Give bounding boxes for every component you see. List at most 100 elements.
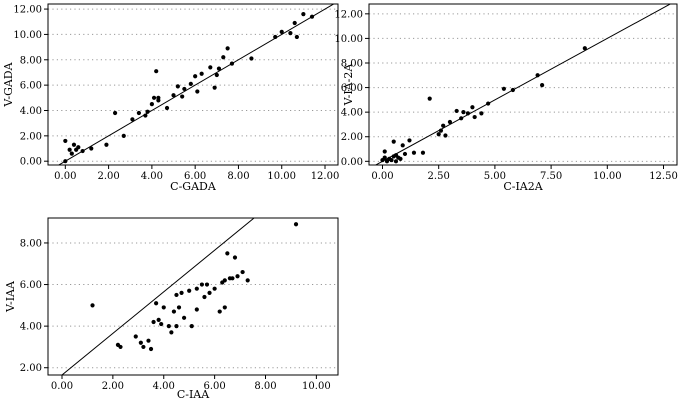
x-tick-label: 2.00 [102, 381, 124, 392]
scatter-panel-iaa: 2.00 4.00 6.00 8.00 0.00 2.00 4.00 6.00 8.00 10.0… [4, 217, 339, 401]
data-point [540, 83, 545, 88]
data-point [194, 307, 199, 312]
data-point [582, 46, 587, 51]
y-tick-label: 10.00 [13, 30, 42, 41]
y-axis-label: V-IA-2A [342, 63, 355, 107]
data-point [199, 282, 205, 287]
data-point [301, 12, 306, 17]
x-tick-label: 7.50 [540, 171, 562, 182]
data-point [221, 55, 226, 60]
y-tick-label: 2.00 [20, 131, 42, 142]
data-point [438, 128, 444, 133]
data-point [214, 72, 219, 78]
y-tick-label: 0.00 [341, 157, 363, 168]
fit-line [374, 4, 672, 165]
data-point [454, 108, 459, 114]
y-axis-label: V-GADA [2, 61, 15, 107]
y-tick-label: 4.00 [20, 106, 42, 117]
data-point [174, 324, 179, 329]
y-tick-label: 6.00 [20, 81, 42, 92]
data-point [69, 151, 74, 156]
data-point [294, 34, 299, 40]
data-point [212, 286, 217, 291]
data-point [149, 102, 154, 107]
data-point [145, 109, 150, 114]
data-point [195, 89, 200, 94]
data-point [136, 110, 141, 116]
data-point [382, 149, 387, 154]
x-tick-label: 2.00 [97, 171, 119, 182]
data-point [402, 151, 408, 157]
data-point [179, 290, 184, 295]
data-point [141, 344, 146, 350]
data-point [194, 286, 199, 291]
data-point [229, 61, 235, 66]
y-tick-label: 12.00 [334, 9, 363, 20]
data-point [212, 85, 217, 90]
plot-frame [47, 3, 339, 166]
data-point [188, 81, 193, 86]
data-point [535, 73, 540, 78]
y-tick-label: 0.00 [20, 157, 42, 168]
data-point [235, 274, 240, 279]
data-point [382, 155, 387, 160]
data-point [217, 309, 222, 314]
y-tick-label: 8.00 [20, 55, 42, 66]
data-point [156, 317, 161, 322]
x-tick-label: 8.00 [254, 381, 276, 392]
data-point [67, 147, 72, 152]
scatter-panel-ia2a: 0.00 2.00 4.00 6.00 8.00 10.00 12.00 0.00 2.50 5.… [334, 3, 678, 193]
data-point [293, 222, 299, 227]
y-tick-label: 10.00 [334, 34, 363, 45]
y-tick-label: 4.00 [20, 322, 42, 333]
data-point [171, 309, 177, 314]
data-point [89, 146, 94, 151]
data-point [148, 346, 154, 352]
data-point [240, 269, 245, 275]
data-point [470, 105, 475, 110]
data-point [166, 324, 171, 329]
data-point [436, 132, 441, 137]
data-point [121, 133, 126, 138]
data-point [156, 95, 161, 100]
data-point [465, 111, 471, 116]
x-tick-label: 5.00 [484, 171, 506, 182]
data-point [292, 20, 297, 26]
data-point [174, 292, 179, 298]
data-point [169, 330, 174, 335]
scatter-panel-gada: 0.00 2.00 4.00 6.00 8.00 10.00 12.00 0.00 2.00 4.… [2, 3, 340, 193]
data-point [181, 315, 187, 320]
data-point [176, 305, 182, 310]
x-tick-label: 12.00 [311, 171, 340, 182]
x-tick-label: 0.00 [54, 171, 76, 182]
y-axis-label: V-IAA [4, 280, 17, 313]
data-point [420, 150, 426, 155]
data-point [180, 94, 185, 99]
data-point [63, 138, 68, 144]
data-point [407, 138, 412, 143]
x-tick-label: 10.00 [302, 381, 331, 392]
data-point [151, 319, 156, 325]
data-point [459, 116, 464, 121]
data-point [486, 101, 491, 106]
data-point [151, 95, 157, 100]
x-tick-label: 2.50 [428, 171, 450, 182]
data-point [461, 110, 466, 115]
x-tick-label: 6.00 [184, 171, 206, 182]
data-point [204, 282, 210, 287]
data-point [202, 294, 207, 300]
data-point [90, 303, 95, 308]
x-axis-label: C-IAA [177, 388, 210, 401]
data-point [104, 142, 109, 147]
data-point [164, 105, 170, 111]
data-point [199, 71, 204, 76]
y-tick-label: 2.00 [20, 363, 42, 374]
data-point [208, 65, 213, 70]
data-point [472, 114, 477, 120]
data-point [288, 31, 293, 36]
data-point [138, 340, 143, 345]
data-point [249, 56, 254, 61]
x-tick-label: 0.00 [51, 381, 73, 392]
plot-frame [368, 3, 678, 166]
data-point [154, 301, 159, 306]
